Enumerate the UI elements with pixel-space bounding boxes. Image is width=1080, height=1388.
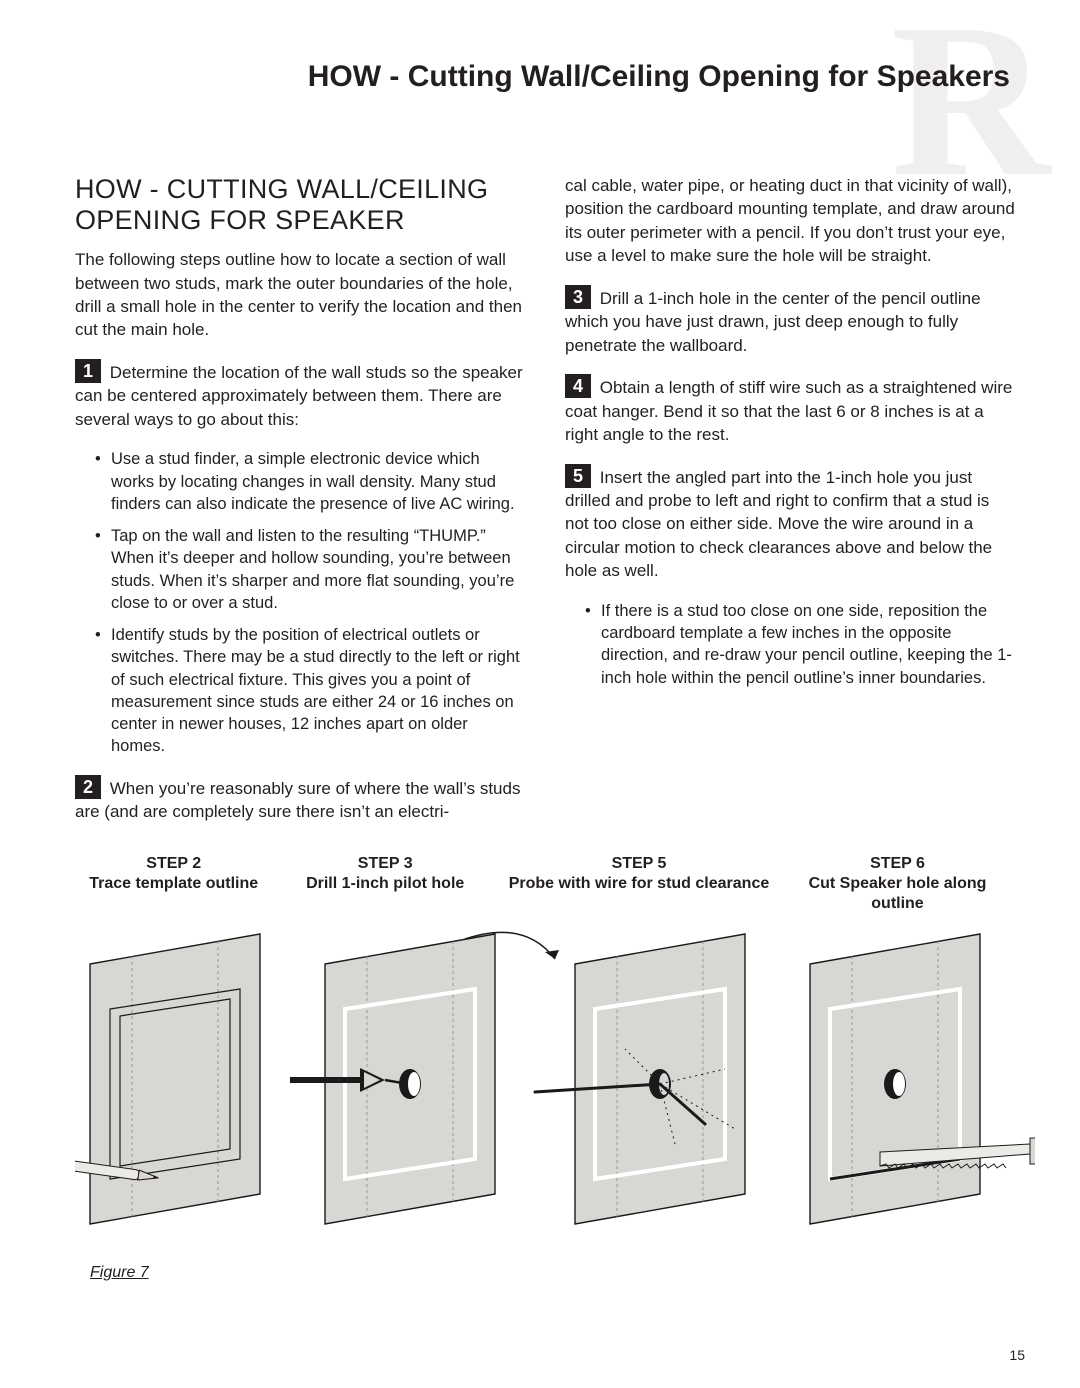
page-title: HOW - Cutting Wall/Ceiling Opening for S… (75, 60, 1015, 94)
page-number: 15 (1009, 1347, 1025, 1363)
figure-labels-row: STEP 2 Trace template outline STEP 3 Dri… (75, 854, 1015, 914)
figure-label: STEP 5 Probe with wire for stud clearanc… (498, 854, 780, 914)
step-4: 4 Obtain a length of stiff wire such as … (565, 374, 1015, 446)
step-1-badge: 1 (75, 359, 101, 383)
step-3-text: Drill a 1-inch hole in the center of the… (565, 289, 981, 355)
figure-label: STEP 6 Cut Speaker hole along outline (780, 854, 1015, 914)
figure-7: STEP 2 Trace template outline STEP 3 Dri… (75, 854, 1015, 1282)
column-right: cal cable, water pipe, or heating duct i… (565, 174, 1015, 824)
step-1: 1 Determine the location of the wall stu… (75, 359, 525, 431)
figure-label-sub: Cut Speaker hole along outline (785, 874, 1010, 914)
step-2-cont: cal cable, water pipe, or heating duct i… (565, 174, 1015, 268)
step-5-bullets: If there is a stud too close on one side… (565, 600, 1015, 689)
step-5: 5 Insert the angled part into the 1-inch… (565, 464, 1015, 583)
section-heading: HOW - CUTTING WALL/CEILING OPENING FOR S… (75, 174, 525, 236)
step-4-text: Obtain a length of stiff wire such as a … (565, 378, 1012, 444)
bullet-item: If there is a stud too close on one side… (585, 600, 1015, 689)
step-3-badge: 3 (565, 285, 591, 309)
figure-label-title: STEP 2 (80, 854, 267, 874)
step-1-text: Determine the location of the wall studs… (75, 363, 523, 429)
step-1-bullets: Use a stud finder, a simple electronic d… (75, 448, 525, 757)
step-2-lead: 2 When you’re reasonably sure of where t… (75, 775, 525, 824)
figure-7-svg (75, 914, 1035, 1254)
figure-label-title: STEP 3 (277, 854, 493, 874)
bullet-item: Use a stud finder, a simple electronic d… (95, 448, 525, 515)
figure-caption: Figure 7 (90, 1264, 1015, 1282)
bullet-item: Tap on the wall and listen to the result… (95, 525, 525, 614)
step-5-badge: 5 (565, 464, 591, 488)
intro-paragraph: The following steps outline how to locat… (75, 248, 525, 342)
step-5-text: Insert the angled part into the 1-inch h… (565, 468, 992, 581)
figure-label: STEP 2 Trace template outline (75, 854, 272, 914)
step-2-lead-text: When you’re reasonably sure of where the… (75, 779, 520, 821)
step-4-badge: 4 (565, 374, 591, 398)
step-3: 3 Drill a 1-inch hole in the center of t… (565, 285, 1015, 357)
figure-label: STEP 3 Drill 1-inch pilot hole (272, 854, 498, 914)
figure-label-title: STEP 5 (503, 854, 775, 874)
figure-label-sub: Trace template outline (80, 874, 267, 894)
step-2-badge: 2 (75, 775, 101, 799)
figure-label-sub: Probe with wire for stud clearance (503, 874, 775, 894)
figure-label-sub: Drill 1-inch pilot hole (277, 874, 493, 894)
column-left: HOW - CUTTING WALL/CEILING OPENING FOR S… (75, 174, 525, 824)
figure-label-title: STEP 6 (785, 854, 1010, 874)
bullet-item: Identify studs by the position of electr… (95, 624, 525, 758)
body-columns: HOW - CUTTING WALL/CEILING OPENING FOR S… (75, 174, 1015, 824)
